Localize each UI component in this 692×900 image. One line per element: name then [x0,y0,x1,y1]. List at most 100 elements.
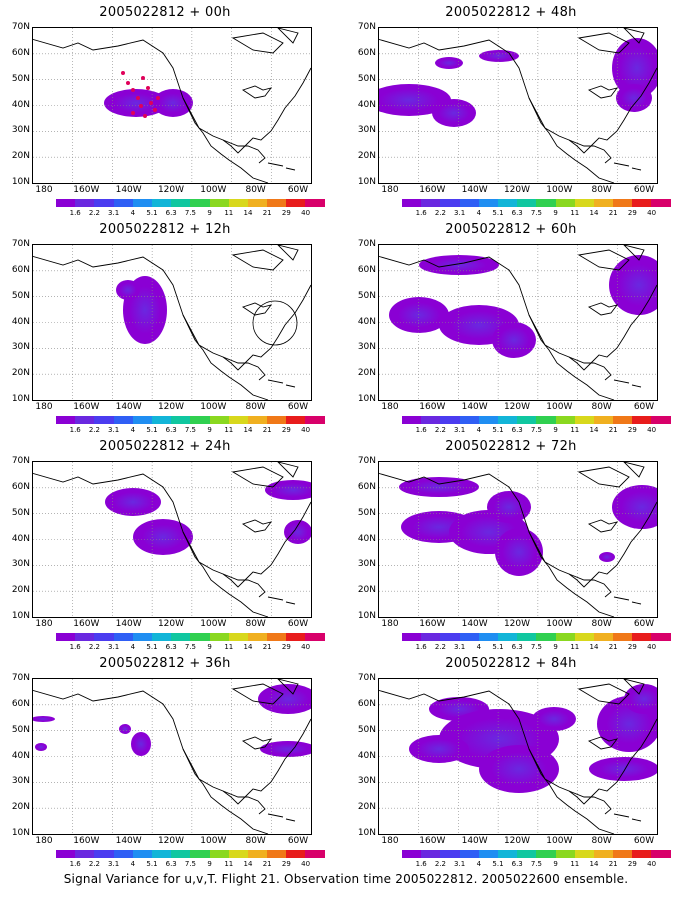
colorbar-swatch [56,850,76,858]
coastline [231,245,299,271]
colorbar-swatch [132,199,152,207]
colorbar-swatch [574,416,594,424]
colorbar-swatch [497,850,518,858]
colorbar-swatch [151,633,172,641]
lon-label: 180 [35,619,53,629]
colorbar-swatch [132,850,152,858]
colorbar-label: 11 [224,643,234,651]
lon-label: 60W [287,402,309,412]
colorbar-swatch [555,850,575,858]
map-area [32,244,312,401]
lon-label: 180 [381,619,399,629]
lat-label: 10N [11,394,30,404]
lon-label: 140W [115,402,142,412]
observation-point [139,104,143,108]
colorbar-swatch [247,850,268,858]
colorbar-swatch [190,850,210,858]
colorbar-label: 2.2 [434,209,446,217]
observation-point [141,76,145,80]
colorbar-label: 7.5 [530,209,542,217]
variance-region [624,684,657,714]
colorbar-swatch [574,633,594,641]
coastline [33,472,311,588]
colorbar-label: 5.1 [146,643,158,651]
colorbar-label: 14 [589,209,599,217]
colorbar-label: 11 [570,643,580,651]
colorbar-swatch [228,633,248,641]
colorbar-swatch [651,416,671,424]
lon-label: 60W [633,836,655,846]
lon-label: 100W [200,402,227,412]
colorbar-label: 21 [262,860,272,868]
lon-label: 160W [419,619,446,629]
map-svg [379,245,657,400]
variance-region [265,480,311,500]
coastline [182,531,269,617]
lat-label: 50N [357,724,376,735]
colorbar-label: 9 [553,209,558,217]
colorbar-swatch [75,416,95,424]
colorbar-label: 11 [224,860,234,868]
colorbar-label: 40 [647,643,657,651]
coastline [182,97,269,183]
coastline [568,356,612,381]
colorbar-label: 2.2 [88,426,100,434]
map-svg [33,679,311,834]
colorbar-swatch [286,850,306,858]
coastline [33,38,311,154]
colorbar-swatch [402,416,422,424]
colorbar-swatch [613,633,633,641]
map-area [378,461,658,618]
colorbar-swatch [440,633,460,641]
coastline [577,28,645,54]
colorbar-swatch [209,416,229,424]
lat-label: 40N [357,99,376,110]
lat-label: 40N [11,99,30,110]
colorbar-swatch [440,199,460,207]
coastline [33,689,311,805]
colorbar-label: 9 [207,643,212,651]
colorbar-swatch [402,633,422,641]
map-svg [33,462,311,617]
lat-label: 60N [11,698,30,709]
lon-label: 120W [503,836,531,846]
lat-label: 50N [11,290,30,301]
lon-label: 120W [157,402,185,412]
colorbar-swatch [536,199,556,207]
panel-title: 2005022812 + 72h [445,439,577,454]
lat-label: 10N [11,177,30,187]
observation-point [136,96,140,100]
lat-label: 30N [357,559,376,570]
lat-label: 20N [11,368,30,379]
lon-label: 80W [591,185,612,195]
lat-label: 10N [357,828,376,838]
coastline [241,302,273,316]
colorbar-label: 3.1 [108,860,120,868]
colorbar-swatch [75,633,95,641]
colorbar-label: 7.5 [530,860,542,868]
colorbar-label: 21 [608,860,618,868]
colorbar-label: 40 [647,426,657,434]
variance-region [532,707,576,731]
map-svg [33,28,311,183]
variance-region [599,552,615,562]
lon-label: 140W [461,619,488,629]
colorbar-swatch [421,416,441,424]
lon-label: 80W [245,185,266,195]
lat-label: 10N [11,611,30,621]
colorbar-label: 21 [262,426,272,434]
lon-label: 80W [591,619,612,629]
variance-region [609,255,657,315]
colorbar-label: 7.5 [184,209,196,217]
observation-point [131,88,135,92]
colorbar-swatch [574,850,594,858]
colorbar-label: 5.1 [146,209,158,217]
colorbar-label: 11 [570,426,580,434]
colorbar [56,199,325,207]
colorbar-swatch [421,199,441,207]
colorbar-label: 4 [476,209,482,217]
colorbar [56,850,325,858]
lon-label: 80W [591,402,612,412]
colorbar-swatch [113,633,133,641]
colorbar-swatch [440,850,460,858]
